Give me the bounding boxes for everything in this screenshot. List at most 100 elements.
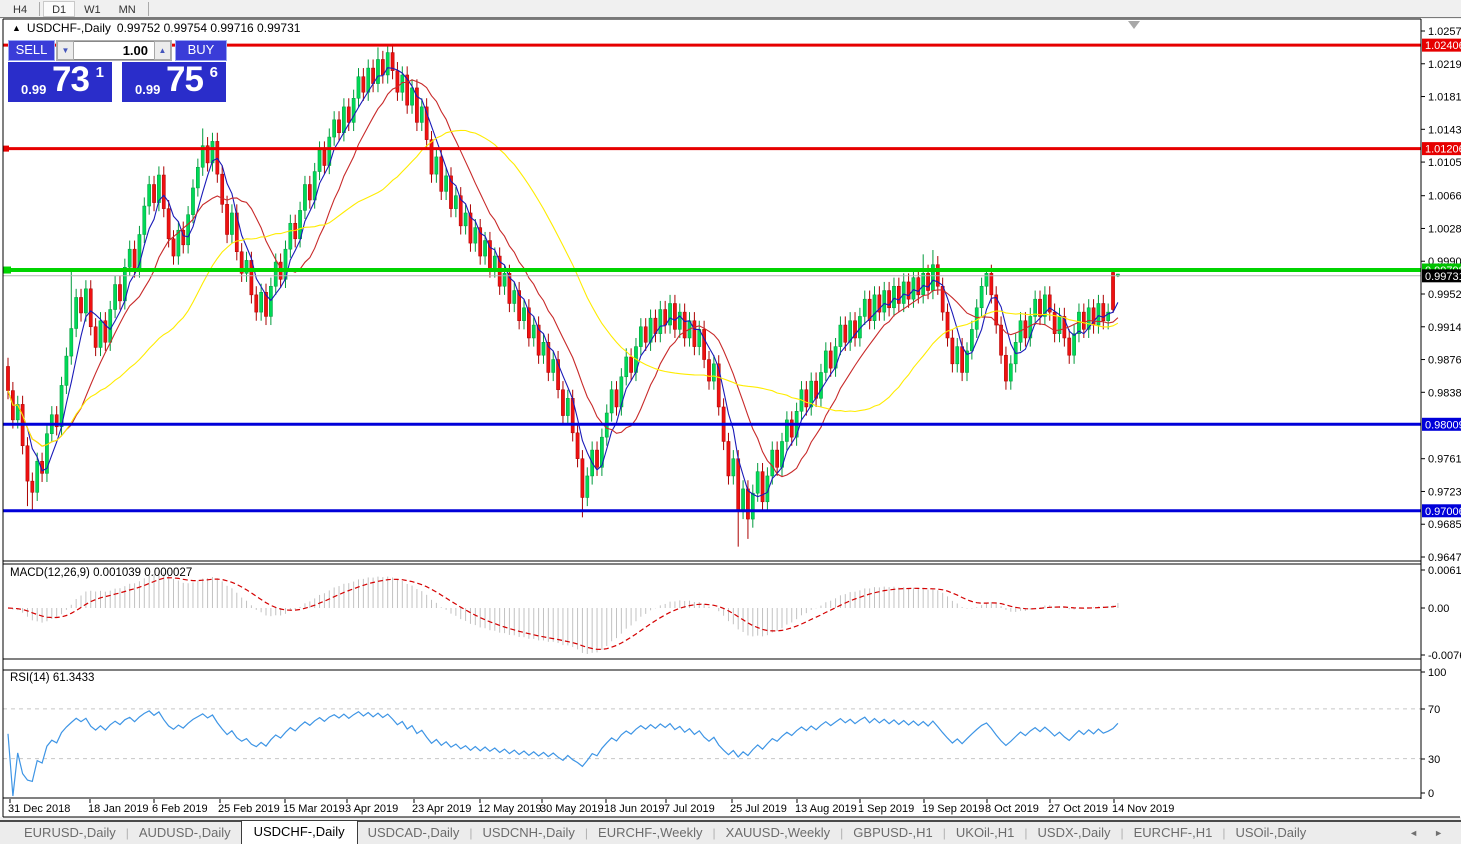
macd-label: MACD(12,26,9) 0.001039 0.000027: [10, 567, 193, 579]
toolbar-separator: [39, 1, 41, 16]
svg-text:19 Sep 2019: 19 Sep 2019: [922, 803, 984, 815]
sell-price-display[interactable]: 0.99 73 1: [8, 60, 112, 102]
tab-separator: |: [840, 826, 844, 840]
sell-price-pips: 73: [52, 60, 90, 99]
svg-text:1.01430: 1.01430: [1428, 124, 1461, 136]
chart-tab-ukoil-h1[interactable]: UKOil-,H1: [955, 825, 1015, 840]
tab-separator: |: [942, 826, 946, 840]
chart-tab-usdchf-daily[interactable]: USDCHF-,Daily: [240, 820, 358, 844]
tab-separator: |: [1024, 826, 1028, 840]
price-badge-0.99731: 0.99731: [1422, 269, 1461, 283]
svg-text:0.97006: 0.97006: [1425, 506, 1461, 518]
tab-separator: |: [125, 826, 129, 840]
volume-input[interactable]: 1.00: [74, 41, 154, 60]
svg-text:14 Nov 2019: 14 Nov 2019: [1112, 803, 1174, 815]
svg-text:15 Mar 2019: 15 Mar 2019: [283, 803, 345, 815]
buy-price-prefix: 0.99: [135, 82, 161, 97]
svg-text:0: 0: [1428, 788, 1434, 800]
chart-symbol-label: USDCHF-,Daily: [26, 21, 111, 35]
svg-text:30: 30: [1428, 754, 1440, 766]
svg-text:0.98009: 0.98009: [1425, 419, 1461, 431]
svg-text:25 Feb 2019: 25 Feb 2019: [218, 803, 280, 815]
svg-text:1.00660: 1.00660: [1428, 191, 1461, 203]
volume-stepper: ▼ 1.00 ▲: [56, 40, 172, 61]
chart-title: ▲ USDCHF-,Daily 0.99752 0.99754 0.99716 …: [12, 21, 300, 35]
macd-histogram: [12, 572, 1119, 654]
chart-tab-xauusd-weekly[interactable]: XAUUSD-,Weekly: [725, 825, 831, 840]
tab-separator: |: [712, 826, 716, 840]
svg-text:23 Apr 2019: 23 Apr 2019: [412, 803, 471, 815]
tab-separator: |: [1222, 826, 1226, 840]
chart-tab-eurchf-weekly[interactable]: EURCHF-,Weekly: [598, 825, 703, 840]
volume-increase-button[interactable]: ▲: [154, 41, 171, 60]
timeframe-button-h4[interactable]: H4: [13, 3, 28, 16]
hline-anchor-green[interactable]: [3, 266, 11, 274]
chart-tab-audusd-daily[interactable]: AUDUSD-,Daily: [138, 825, 231, 840]
svg-text:3 Apr 2019: 3 Apr 2019: [345, 803, 398, 815]
svg-text:1.02190: 1.02190: [1428, 59, 1461, 71]
ma-fast-blue: [7, 67, 1119, 498]
hline-anchor-red[interactable]: [3, 145, 9, 152]
svg-text:6 Feb 2019: 6 Feb 2019: [152, 803, 208, 815]
tabs-scroll-left-icon[interactable]: ◄: [1409, 828, 1419, 838]
rsi-line: [7, 710, 1119, 797]
chart-tab-eurchf-h1[interactable]: EURCHF-,H1: [1133, 825, 1213, 840]
volume-decrease-button[interactable]: ▼: [57, 41, 74, 60]
svg-text:18 Jan 2019: 18 Jan 2019: [88, 803, 149, 815]
timeframe-toolbar: H4 D1 W1 MN: [0, 0, 1461, 18]
tab-separator: |: [1120, 826, 1124, 840]
svg-text:12 May 2019: 12 May 2019: [478, 803, 542, 815]
chart-shift-triangle-icon[interactable]: [1128, 21, 1140, 29]
svg-text:0.99731: 0.99731: [1425, 271, 1461, 283]
svg-text:1.02570: 1.02570: [1428, 26, 1461, 38]
svg-text:13 Aug 2019: 13 Aug 2019: [795, 803, 857, 815]
svg-text:0.00613: 0.00613: [1428, 565, 1461, 577]
chart-tab-gbpusd-h1[interactable]: GBPUSD-,H1: [853, 825, 933, 840]
date-axis[interactable]: 31 Dec 2018 18 Jan 2019 6 Feb 2019 25 Feb 2…: [8, 799, 1174, 815]
sell-price-prefix: 0.99: [21, 82, 47, 97]
collapse-triangle-icon[interactable]: ▲: [12, 23, 21, 33]
one-click-trade-panel: SELL ▼ 1.00 ▲ BUY 0.99 73 1 0.99 75 6: [8, 40, 227, 102]
chart-tab-usoil-daily[interactable]: USOil-,Daily: [1235, 825, 1307, 840]
svg-text:1.01810: 1.01810: [1428, 92, 1461, 104]
chart-ohlc-values: 0.99752 0.99754 0.99716 0.99731: [116, 21, 301, 35]
tabs-scroll-right-icon[interactable]: ►: [1434, 828, 1443, 838]
svg-text:25 Jul 2019: 25 Jul 2019: [730, 803, 787, 815]
timeframe-button-d1[interactable]: D1: [43, 0, 76, 17]
svg-text:27 Oct 2019: 27 Oct 2019: [1048, 803, 1108, 815]
svg-text:1 Sep 2019: 1 Sep 2019: [858, 803, 914, 815]
chart-tab-usdcad-daily[interactable]: USDCAD-,Daily: [367, 825, 460, 840]
chart-tab-usdx-daily[interactable]: USDX-,Daily: [1037, 825, 1111, 840]
timeframe-button-mn[interactable]: MN: [118, 3, 136, 16]
chart-tab-usdcnh-daily[interactable]: USDCNH-,Daily: [482, 825, 575, 840]
chart-tab-eurusd-daily[interactable]: EURUSD-,Daily: [24, 825, 116, 840]
toolbar-separator: [147, 1, 149, 16]
sell-price-point: 1: [95, 64, 104, 81]
svg-text:8 Oct 2019: 8 Oct 2019: [985, 803, 1039, 815]
rsi-label: RSI(14) 61.3433: [10, 672, 95, 684]
macd-signal-line: [7, 577, 1118, 651]
buy-button[interactable]: BUY: [175, 40, 227, 61]
buy-price-display[interactable]: 0.99 75 6: [122, 60, 226, 102]
chart-window-tabbar: EURUSD-,Daily | AUDUSD-,Daily USDCHF-,Daily…: [0, 820, 1461, 844]
svg-text:18 Jun 2019: 18 Jun 2019: [604, 803, 665, 815]
timeframe-button-w1[interactable]: W1: [84, 3, 101, 16]
buy-price-pips: 75: [166, 60, 204, 99]
sell-button[interactable]: SELL: [8, 40, 55, 61]
svg-text:7 Jul 2019: 7 Jul 2019: [664, 803, 715, 815]
svg-text:1.01206: 1.01206: [1425, 144, 1461, 156]
candlestick-layer: [6, 43, 1120, 547]
svg-text:1.01050: 1.01050: [1428, 157, 1461, 169]
svg-text:1.02406: 1.02406: [1425, 40, 1461, 52]
svg-text:-0.007612: -0.007612: [1428, 650, 1461, 662]
svg-text:31 Dec 2018: 31 Dec 2018: [8, 803, 70, 815]
price-badge-1.01206: 1.01206: [1422, 142, 1461, 156]
